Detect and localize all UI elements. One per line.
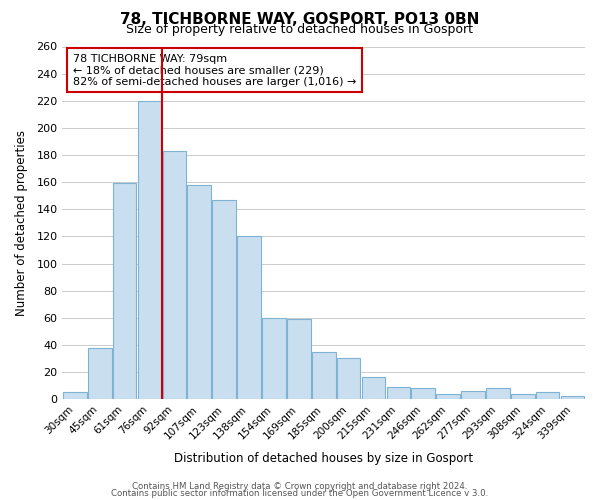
Bar xyxy=(212,200,236,399)
X-axis label: Distribution of detached houses by size in Gosport: Distribution of detached houses by size … xyxy=(174,452,473,465)
Text: 78 TICHBORNE WAY: 79sqm
← 18% of detached houses are smaller (229)
82% of semi-d: 78 TICHBORNE WAY: 79sqm ← 18% of detache… xyxy=(73,54,356,87)
Bar xyxy=(113,184,136,399)
Text: Contains public sector information licensed under the Open Government Licence v : Contains public sector information licen… xyxy=(112,489,488,498)
Text: Contains HM Land Registry data © Crown copyright and database right 2024.: Contains HM Land Registry data © Crown c… xyxy=(132,482,468,491)
Bar xyxy=(138,101,161,399)
Bar xyxy=(88,348,112,399)
Bar xyxy=(187,185,211,399)
Bar xyxy=(362,378,385,399)
Bar xyxy=(386,387,410,399)
Text: Size of property relative to detached houses in Gosport: Size of property relative to detached ho… xyxy=(127,22,473,36)
Bar xyxy=(561,396,584,399)
Bar xyxy=(312,352,335,399)
Bar xyxy=(511,394,535,399)
Bar xyxy=(412,388,435,399)
Y-axis label: Number of detached properties: Number of detached properties xyxy=(15,130,28,316)
Bar xyxy=(287,319,311,399)
Bar xyxy=(461,391,485,399)
Bar xyxy=(536,392,559,399)
Bar xyxy=(486,388,510,399)
Bar xyxy=(163,151,186,399)
Bar xyxy=(262,318,286,399)
Bar xyxy=(436,394,460,399)
Bar xyxy=(237,236,261,399)
Bar xyxy=(63,392,87,399)
Text: 78, TICHBORNE WAY, GOSPORT, PO13 0BN: 78, TICHBORNE WAY, GOSPORT, PO13 0BN xyxy=(121,12,479,28)
Bar xyxy=(337,358,361,399)
